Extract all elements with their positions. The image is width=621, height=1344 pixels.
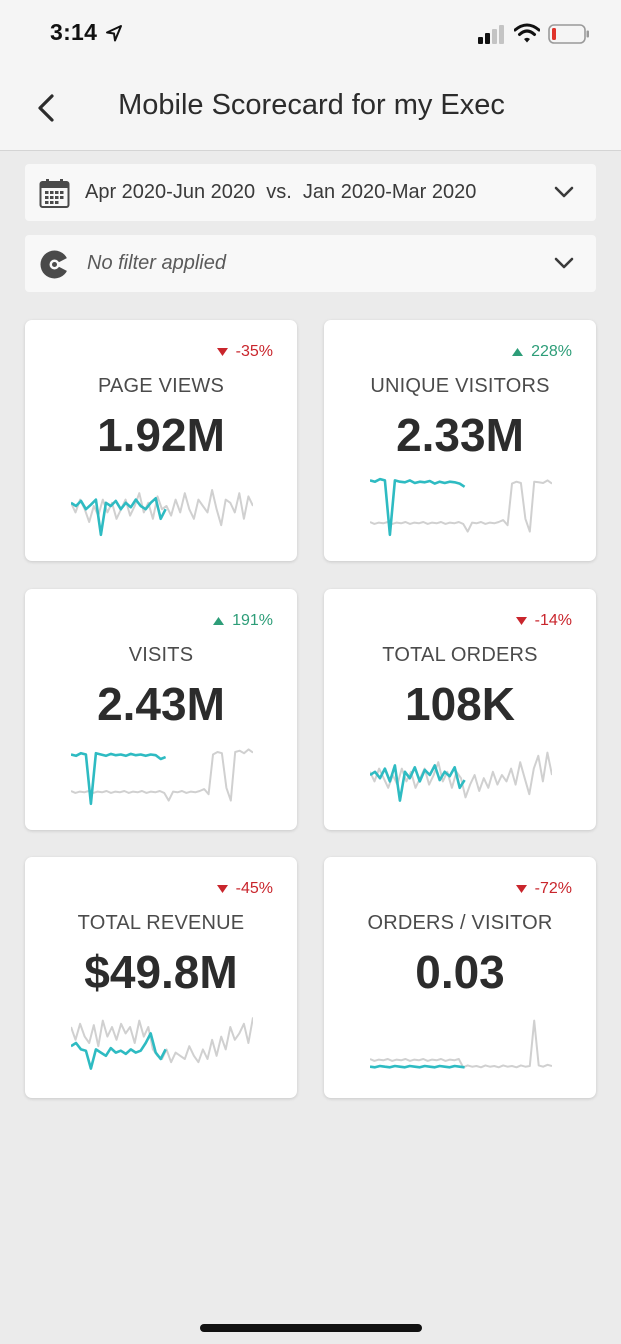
delta-value: -45% xyxy=(235,880,273,897)
sparkline-previous-period xyxy=(370,1019,552,1069)
sparkline-previous-period xyxy=(370,751,552,799)
metric-card-page-views[interactable]: -35% PAGE VIEWS 1.92M xyxy=(25,320,297,561)
sparkline-previous-period xyxy=(370,479,552,533)
sparkline-current-period xyxy=(370,477,466,537)
trend-arrow-shape xyxy=(216,348,228,356)
trend-arrow-shape xyxy=(515,617,527,625)
delta-value: -14% xyxy=(534,612,572,629)
delta-badge: -35% xyxy=(216,343,273,361)
sparkline-current-period xyxy=(71,751,167,806)
delta-badge: -14% xyxy=(515,612,572,630)
metric-value: 0.03 xyxy=(415,946,505,998)
sparkline-current-period xyxy=(370,764,466,802)
delta-value: 228% xyxy=(531,343,572,360)
top-bar: 3:14 Mobile Scorecard for my Exec xyxy=(0,0,621,151)
sparkline-previous-period xyxy=(71,489,253,527)
segment-filter-selector[interactable]: No filter applied xyxy=(25,235,596,292)
chevron-down-icon xyxy=(554,257,574,269)
delta-badge: -72% xyxy=(515,880,572,898)
metric-label: ORDERS / VISITOR xyxy=(367,912,553,934)
trend-arrow-icon xyxy=(512,348,524,356)
chevron-down-icon xyxy=(554,186,574,198)
metric-label: TOTAL REVENUE xyxy=(77,912,245,934)
segment-filter-label: No filter applied xyxy=(87,252,226,274)
trend-arrow-icon xyxy=(213,617,225,625)
trend-arrow-icon xyxy=(515,617,527,625)
status-time: 3:14 xyxy=(50,19,98,45)
metric-label: VISITS xyxy=(128,644,194,666)
sparkline-current-period xyxy=(370,1064,465,1069)
trend-arrow-shape xyxy=(515,885,527,893)
calendar-icon xyxy=(39,179,70,208)
sparkline xyxy=(370,477,552,537)
date-range-label: Apr 2020-Jun 2020 vs. Jan 2020-Mar 2020 xyxy=(85,181,477,203)
sparkline xyxy=(370,1019,552,1069)
back-button[interactable] xyxy=(26,88,66,128)
delta-badge: 191% xyxy=(213,612,273,630)
delta-badge: 228% xyxy=(512,343,572,361)
page-title: Mobile Scorecard for my Exec xyxy=(118,89,505,121)
metric-value: 2.33M xyxy=(396,409,524,461)
delta-badge: -45% xyxy=(216,880,273,898)
metric-value: $49.8M xyxy=(84,946,238,998)
metric-value: 2.43M xyxy=(97,678,225,730)
metric-value: 108K xyxy=(405,678,515,730)
sparkline xyxy=(370,751,552,802)
metric-card-total-revenue[interactable]: -45% TOTAL REVENUE $49.8M xyxy=(25,857,297,1098)
metric-label: PAGE VIEWS xyxy=(97,375,225,397)
metric-card-orders-per-visitor[interactable]: -72% ORDERS / VISITOR 0.03 xyxy=(324,857,596,1098)
sparkline-previous-period xyxy=(71,748,253,802)
sparkline-current-period xyxy=(71,1032,167,1070)
home-indicator[interactable] xyxy=(200,1324,422,1332)
sparkline xyxy=(71,748,253,806)
wifi-icon xyxy=(514,23,540,43)
metric-card-unique-visitors[interactable]: 228% UNIQUE VISITORS 2.33M xyxy=(324,320,596,561)
trend-arrow-shape xyxy=(213,617,225,625)
metric-value: 1.92M xyxy=(97,409,225,461)
trend-arrow-icon xyxy=(515,885,527,893)
segment-icon xyxy=(40,250,69,279)
delta-value: 191% xyxy=(232,612,273,629)
delta-value: -35% xyxy=(235,343,273,360)
metric-label: TOTAL ORDERS xyxy=(382,644,538,666)
battery-low-icon xyxy=(548,24,589,44)
location-arrow-icon xyxy=(106,25,122,42)
trend-arrow-shape xyxy=(512,348,524,356)
metric-card-total-orders[interactable]: -14% TOTAL ORDERS 108K xyxy=(324,589,596,830)
sparkline xyxy=(71,1017,253,1070)
trend-arrow-icon xyxy=(216,885,228,893)
signal-icon xyxy=(478,25,504,44)
trend-arrow-icon xyxy=(216,348,228,356)
date-range-selector[interactable]: Apr 2020-Jun 2020 vs. Jan 2020-Mar 2020 xyxy=(25,164,596,221)
delta-value: -72% xyxy=(534,880,572,897)
sparkline xyxy=(71,489,253,537)
trend-arrow-shape xyxy=(216,885,228,893)
sparkline-current-period xyxy=(71,496,167,537)
chevron-left-icon xyxy=(38,94,54,122)
metric-label: UNIQUE VISITORS xyxy=(370,375,550,397)
metric-card-visits[interactable]: 191% VISITS 2.43M xyxy=(25,589,297,830)
